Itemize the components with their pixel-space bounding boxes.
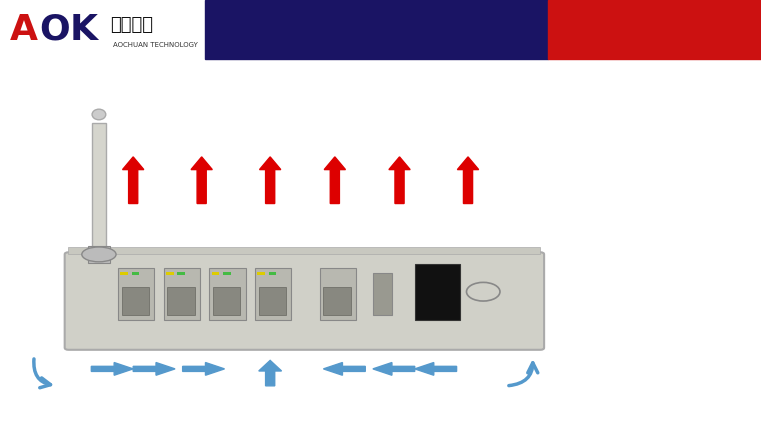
FancyArrow shape (389, 157, 410, 204)
Bar (88, 246, 110, 263)
FancyArrow shape (123, 157, 144, 204)
FancyArrow shape (191, 157, 212, 204)
Bar (132, 271, 139, 275)
Ellipse shape (82, 247, 116, 262)
Ellipse shape (92, 109, 106, 120)
FancyArrow shape (133, 363, 175, 375)
Text: 傲川科技: 傲川科技 (110, 16, 154, 34)
Bar (209, 268, 246, 320)
Text: AOCHUAN TECHNOLOGY: AOCHUAN TECHNOLOGY (113, 42, 198, 47)
Bar (269, 271, 276, 275)
Bar (118, 268, 154, 320)
Bar (177, 271, 185, 275)
Bar (0, 0, 205, 59)
FancyArrow shape (324, 157, 345, 204)
Bar (164, 268, 200, 320)
Circle shape (466, 282, 500, 301)
Text: K: K (70, 13, 98, 47)
Bar (205, 0, 548, 59)
Bar (68, 247, 540, 254)
FancyBboxPatch shape (65, 252, 544, 350)
Bar (548, 0, 761, 59)
Bar (122, 287, 149, 315)
FancyArrow shape (415, 363, 457, 375)
Text: A: A (10, 13, 38, 47)
Bar (212, 271, 219, 275)
FancyArrow shape (260, 157, 281, 204)
FancyArrow shape (373, 363, 415, 375)
Bar (213, 287, 240, 315)
FancyArrow shape (91, 363, 133, 375)
Text: O: O (40, 13, 70, 47)
FancyArrow shape (183, 363, 224, 375)
Bar (167, 287, 195, 315)
Bar (323, 287, 351, 315)
Bar (320, 268, 356, 320)
Bar (373, 273, 392, 315)
Bar (257, 271, 265, 275)
Bar (92, 123, 106, 254)
Bar (255, 268, 291, 320)
Bar (166, 271, 174, 275)
FancyArrow shape (457, 157, 479, 204)
Bar (415, 264, 460, 320)
FancyArrow shape (323, 363, 365, 375)
Bar (259, 287, 286, 315)
Bar (120, 271, 128, 275)
FancyArrow shape (259, 360, 282, 386)
Bar (223, 271, 231, 275)
